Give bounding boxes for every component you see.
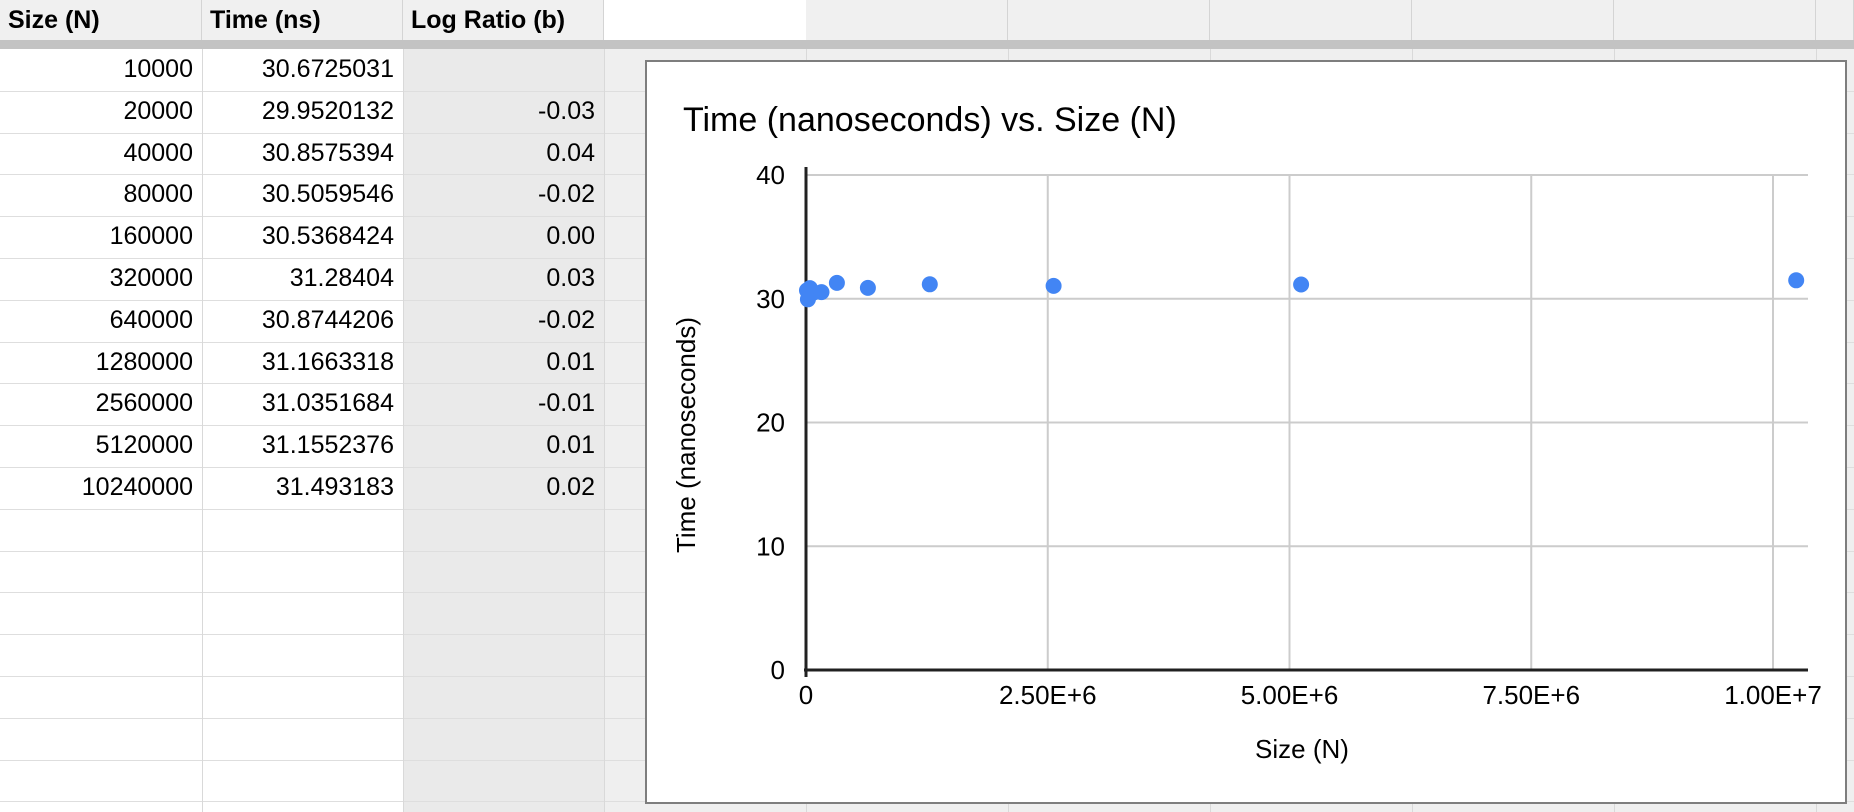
cell-A2[interactable]: 10000 [123, 55, 193, 83]
cell-B5[interactable]: 30.5059546 [261, 180, 394, 209]
cell-B3[interactable]: 29.9520132 [261, 96, 394, 125]
cell-C3[interactable]: -0.03 [538, 96, 595, 125]
gridline [202, 49, 203, 812]
cell-A11[interactable]: 5120000 [95, 431, 193, 460]
column-header-logratio[interactable]: Log Ratio (b) [403, 0, 604, 40]
cell-C10[interactable]: -0.01 [538, 389, 595, 418]
frozen-row-divider[interactable] [0, 40, 1854, 49]
cell-C12[interactable]: 0.02 [546, 473, 595, 501]
cell-B7[interactable]: 31.28404 [289, 264, 394, 292]
cell-C8[interactable]: -0.02 [538, 305, 595, 334]
gridline [403, 49, 404, 812]
cell-C9[interactable]: 0.01 [546, 347, 595, 376]
y-tick-label: 0 [771, 655, 785, 685]
cell-B2[interactable]: 30.6725031 [261, 55, 394, 83]
cell-A4[interactable]: 40000 [123, 138, 193, 167]
data-point[interactable] [921, 276, 938, 293]
cell-C5[interactable]: -0.02 [538, 180, 595, 209]
logratio-column-fill [403, 49, 604, 812]
data-point[interactable] [859, 279, 876, 296]
x-tick-label: 7.50E+6 [1482, 680, 1580, 710]
column-header-empty[interactable] [1210, 0, 1412, 40]
column-header-time[interactable]: Time (ns) [202, 0, 403, 40]
cell-B12[interactable]: 31.493183 [275, 473, 394, 501]
embedded-chart[interactable]: 0 10 20 30 40 0 2.50E+6 5.00E+6 7.50E+6 1.00E+7 Ti… [645, 60, 1847, 804]
data-point[interactable] [1045, 277, 1062, 294]
chart-title: Time (nanoseconds) vs. Size (N) [683, 101, 1177, 139]
cell-A6[interactable]: 160000 [109, 222, 193, 251]
cell-B6[interactable]: 30.5368424 [261, 222, 394, 251]
column-header-size[interactable]: Size (N) [0, 0, 202, 40]
cell-C4[interactable]: 0.04 [546, 138, 595, 167]
cell-A10[interactable]: 2560000 [95, 389, 193, 418]
cell-A5[interactable]: 80000 [123, 180, 193, 209]
gridline [604, 49, 605, 812]
x-tick-label: 1.00E+7 [1724, 680, 1822, 710]
x-axis-title: Size (N) [1255, 734, 1349, 764]
x-tick-label: 2.50E+6 [999, 680, 1097, 710]
data-point[interactable] [1293, 276, 1310, 293]
column-header-empty[interactable] [1614, 0, 1816, 40]
x-tick-label: 5.00E+6 [1241, 680, 1339, 710]
cell-A8[interactable]: 640000 [109, 305, 193, 334]
cell-C6[interactable]: 0.00 [546, 222, 595, 251]
data-point[interactable] [813, 284, 830, 301]
column-header-empty[interactable] [806, 0, 1008, 40]
cell-B9[interactable]: 31.1663318 [261, 347, 394, 376]
column-header-empty[interactable] [1008, 0, 1210, 40]
y-axis-title: Time (nanoseconds) [671, 317, 701, 553]
cell-B4[interactable]: 30.8575394 [261, 138, 394, 167]
y-tick-label: 10 [756, 531, 785, 561]
x-tick-label: 0 [799, 680, 813, 710]
column-header-empty[interactable] [1816, 0, 1854, 40]
scatter-plot: 0 10 20 30 40 0 2.50E+6 5.00E+6 7.50E+6 1.00E+7 Ti… [671, 101, 1822, 764]
data-point[interactable] [828, 274, 845, 291]
cell-B10[interactable]: 31.0351684 [261, 389, 394, 418]
cell-A3[interactable]: 20000 [123, 96, 193, 125]
y-tick-label: 30 [756, 284, 785, 314]
cell-A7[interactable]: 320000 [109, 264, 193, 292]
cell-A12[interactable]: 10240000 [81, 473, 193, 501]
cell-C11[interactable]: 0.01 [546, 431, 595, 460]
cell-B11[interactable]: 31.1552376 [261, 431, 394, 460]
column-header-empty[interactable] [1412, 0, 1614, 40]
cell-B8[interactable]: 30.8744206 [261, 305, 394, 334]
data-point[interactable] [1788, 272, 1805, 289]
cell-A9[interactable]: 1280000 [95, 347, 193, 376]
y-tick-label: 20 [756, 408, 785, 438]
cell-C7[interactable]: 0.03 [546, 264, 595, 292]
y-tick-label: 40 [756, 160, 785, 190]
